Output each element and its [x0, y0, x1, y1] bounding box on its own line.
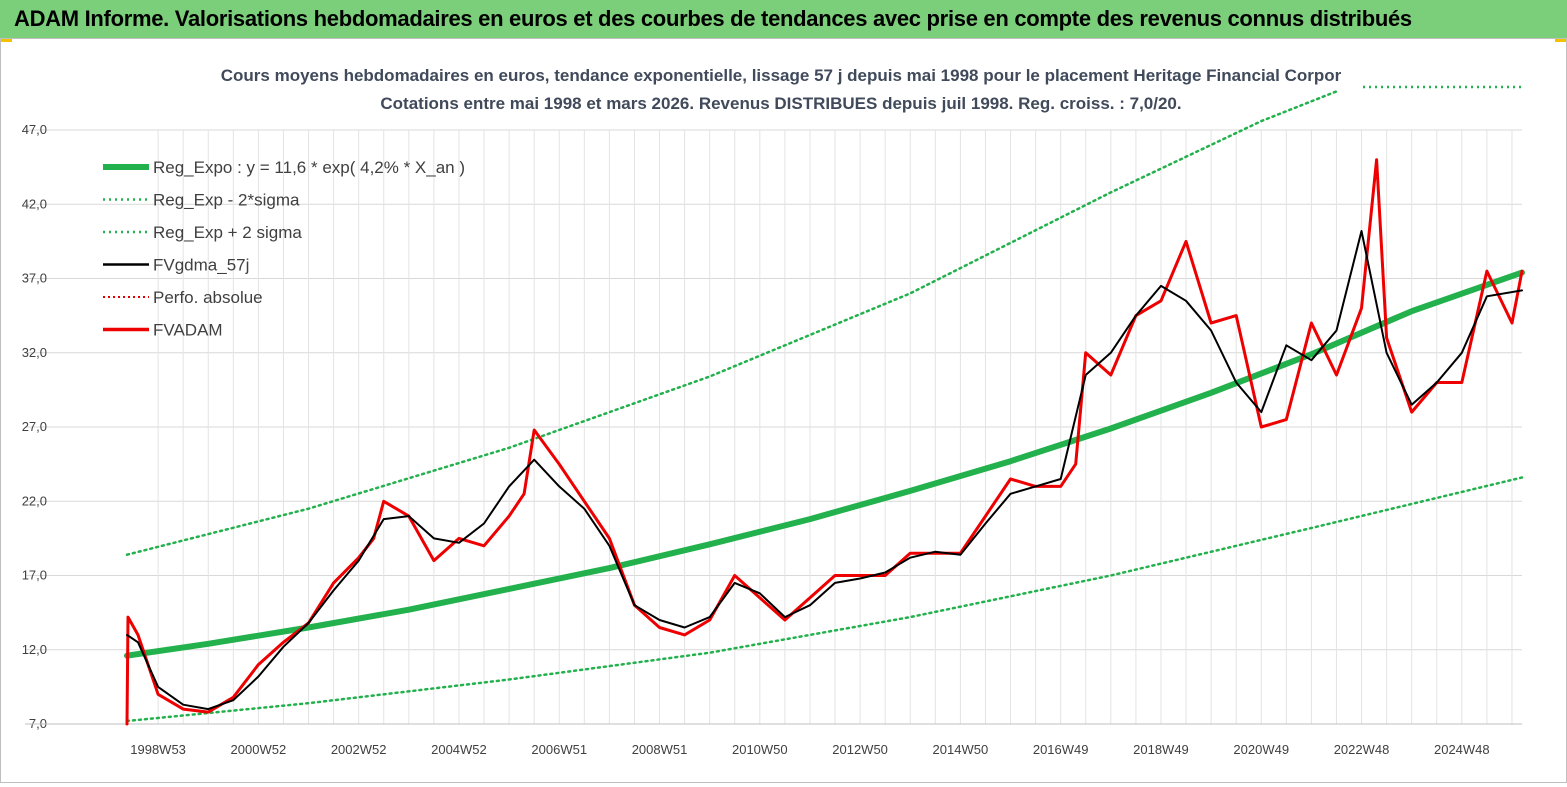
- grid-layer: [25, 129, 1522, 725]
- y-tick-label: 47,0: [22, 122, 47, 137]
- chart-frame: Cours moyens hebdomadaires en euros, ten…: [0, 38, 1567, 783]
- x-tick-label: 2000W52: [231, 742, 287, 757]
- corner-mark-left: [0, 38, 12, 42]
- x-tick-label: 1998W53: [130, 742, 186, 757]
- x-tick-label: 2008W51: [632, 742, 688, 757]
- x-tick-label: 2002W52: [331, 742, 387, 757]
- x-tick-label: 2022W48: [1334, 742, 1390, 757]
- x-tick-label: 2010W50: [732, 742, 788, 757]
- legend-label: Reg_Expo : y = 11,6 * exp( 4,2% * X_an ): [153, 158, 465, 177]
- x-tick-label: 2004W52: [431, 742, 487, 757]
- x-tick-label: 2006W51: [531, 742, 587, 757]
- y-tick-label: 12,0: [22, 642, 47, 657]
- y-tick-label: 17,0: [22, 568, 47, 583]
- header-bar: ADAM Informe. Valorisations hebdomadaire…: [0, 0, 1567, 38]
- chart-subtitle: Cotations entre mai 1998 et mars 2026. R…: [380, 94, 1181, 113]
- y-tick-label: 37,0: [22, 271, 47, 286]
- y-tick-label: 32,0: [22, 345, 47, 360]
- x-tick-label: 2024W48: [1434, 742, 1490, 757]
- x-tick-label: 2012W50: [832, 742, 888, 757]
- axis-layer: 7,012,017,022,027,032,037,042,047,01998W…: [22, 122, 1522, 757]
- corner-mark-right: [1555, 38, 1567, 42]
- y-tick-label: 42,0: [22, 196, 47, 211]
- series-line-5: [125, 158, 1524, 726]
- series-layer: [124, 85, 1525, 726]
- chart-title: Cours moyens hebdomadaires en euros, ten…: [221, 66, 1342, 85]
- series-line-2: [125, 90, 1338, 556]
- legend-label: FVADAM: [153, 321, 223, 340]
- legend-label: FVgdma_57j: [153, 256, 249, 275]
- x-tick-label: 2020W49: [1233, 742, 1289, 757]
- series-line-1: [125, 476, 1524, 723]
- chart-svg: Cours moyens hebdomadaires en euros, ten…: [22, 66, 1525, 757]
- header-title: ADAM Informe. Valorisations hebdomadaire…: [14, 6, 1412, 31]
- x-tick-label: 2014W50: [933, 742, 989, 757]
- x-tick-label: 2018W49: [1133, 742, 1189, 757]
- y-tick-label: 27,0: [22, 419, 47, 434]
- legend-label: Perfo. absolue: [153, 288, 263, 307]
- x-tick-label: 2016W49: [1033, 742, 1089, 757]
- legend: Reg_Expo : y = 11,6 * exp( 4,2% * X_an )…: [103, 158, 465, 340]
- legend-label: Reg_Exp - 2*sigma: [153, 191, 300, 210]
- series-line-3: [126, 230, 1523, 711]
- y-tick-label: 22,0: [22, 493, 47, 508]
- legend-label: Reg_Exp + 2 sigma: [153, 223, 302, 242]
